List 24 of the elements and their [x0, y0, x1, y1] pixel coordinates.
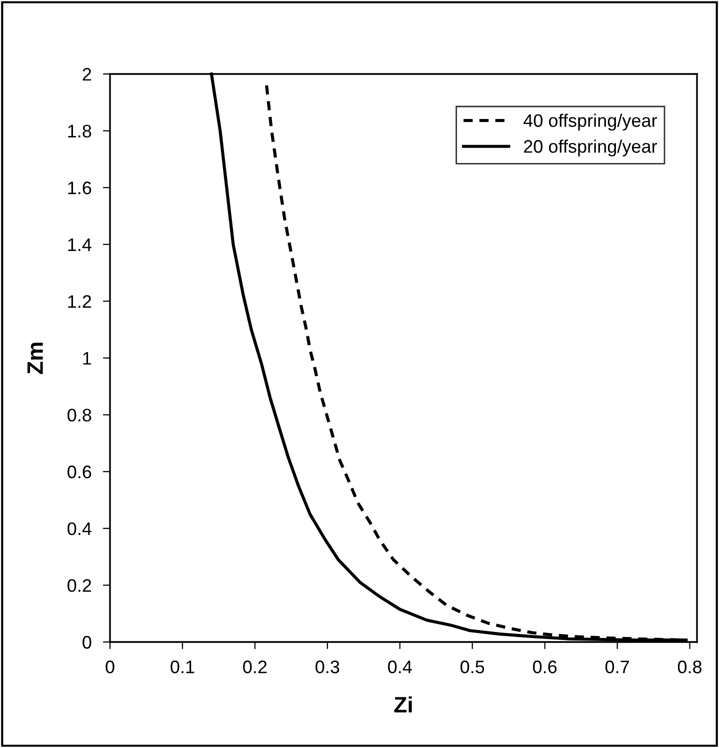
y-axis-title: Zm	[28, 342, 43, 374]
y-tick-label: 2	[82, 68, 92, 81]
x-tick-label: 0.4	[388, 660, 412, 674]
y-tick-label: 1	[83, 352, 92, 365]
y-tick-label: 1.2	[68, 295, 92, 308]
legend-label: 40 offspring/year	[524, 114, 657, 131]
y-tick-label: 0.8	[68, 408, 92, 422]
x-axis-title: Zi	[394, 696, 412, 712]
x-tick-label: 0.5	[460, 660, 484, 674]
y-tick-label: 0.6	[68, 466, 92, 478]
legend-label: 20 offspring/year	[524, 140, 657, 156]
x-tick-label: 0.8	[678, 660, 702, 674]
x-tick-label: 0.3	[316, 660, 340, 674]
y-tick-label: 1.4	[68, 238, 92, 251]
x-tick-label: 0.1	[170, 660, 194, 674]
y-tick-label: 1.6	[68, 182, 92, 194]
x-tick-label: 0.6	[532, 660, 557, 674]
y-tick-label: 0.4	[68, 522, 92, 536]
x-tick-label: 0	[106, 660, 114, 674]
y-tick-label: 1.8	[68, 124, 92, 138]
y-tick-label: 0.2	[68, 579, 92, 592]
x-tick-label: 0.7	[605, 660, 629, 674]
x-tick-label: 0.2	[243, 660, 267, 674]
y-tick-label: 0	[82, 636, 92, 649]
